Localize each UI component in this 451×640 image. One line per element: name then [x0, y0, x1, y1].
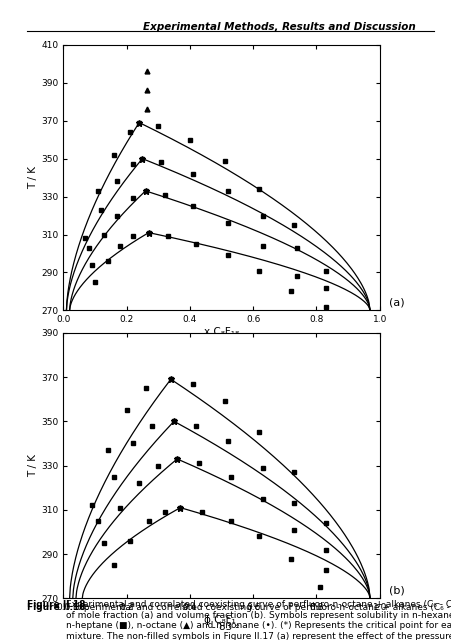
Y-axis label: T / K: T / K	[28, 454, 38, 477]
X-axis label: ϕ C₈F₁‸: ϕ C₈F₁‸	[203, 615, 239, 626]
Text: Figure II.18.: Figure II.18.	[27, 603, 89, 612]
Text: - 83 -: - 83 -	[212, 622, 239, 632]
Text: Experimental Methods, Results and Discussion: Experimental Methods, Results and Discus…	[143, 22, 415, 33]
Text: (b): (b)	[388, 586, 404, 596]
Text: Figure II.18.: Figure II.18.	[27, 600, 89, 609]
Text: (a): (a)	[388, 298, 404, 308]
Text: Experimental and correlated coexisting curve of perfluoro-n-octane + alkanes (C₆: Experimental and correlated coexisting c…	[66, 600, 451, 640]
Y-axis label: T / K: T / K	[28, 166, 38, 189]
Text: Experimental and correlated coexisting curve of perfluoro-n-octane + alkanes (C₆: Experimental and correlated coexisting c…	[70, 603, 451, 612]
X-axis label: x C₈F₁₈: x C₈F₁₈	[203, 327, 239, 337]
